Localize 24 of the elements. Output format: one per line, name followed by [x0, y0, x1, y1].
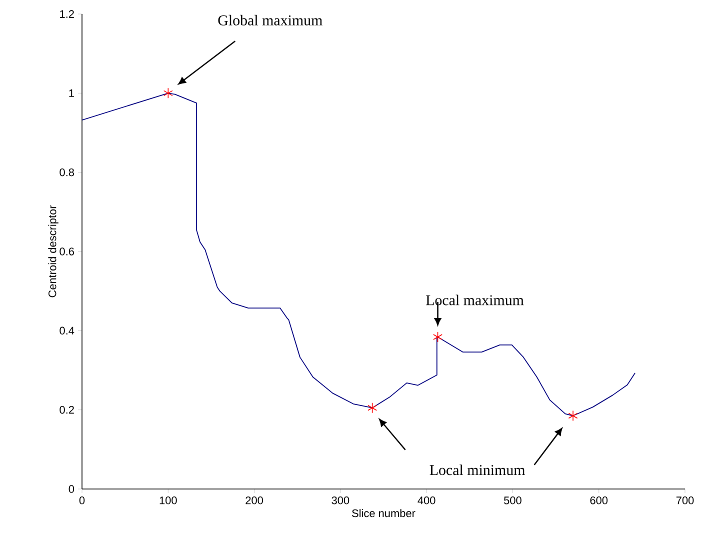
y-tick-label: 1.2: [60, 10, 74, 18]
x-tick-label: 400: [418, 496, 436, 504]
point: [163, 88, 173, 99]
y-tick-label: 0.6: [60, 248, 74, 256]
y-tick-label: 0.2: [60, 406, 74, 414]
y-tick-label: 0.8: [60, 168, 74, 176]
annotation: Local minimum: [430, 464, 526, 476]
point: [433, 332, 442, 342]
annotation: Local maximum: [426, 294, 524, 306]
y-tick-label: 0: [68, 485, 74, 493]
x-tick-label: 300: [332, 496, 350, 504]
y-tick-label: 0.4: [60, 326, 74, 335]
x-tick-label: 700: [676, 496, 694, 504]
y-tick-label: 1: [69, 89, 74, 97]
x-tick-label: 600: [590, 496, 608, 504]
x-axis-title: Slice number: [352, 509, 416, 518]
x-tick-label: 0: [79, 496, 85, 504]
point: [368, 402, 378, 414]
y-axis-title: Centroid descriptor: [48, 205, 58, 298]
x-tick-label: 200: [246, 496, 263, 504]
annotation: Global maximum: [218, 14, 322, 26]
x-tick-label: 500: [504, 496, 522, 504]
point: [568, 410, 578, 422]
x-tick-label: 100: [160, 496, 177, 504]
